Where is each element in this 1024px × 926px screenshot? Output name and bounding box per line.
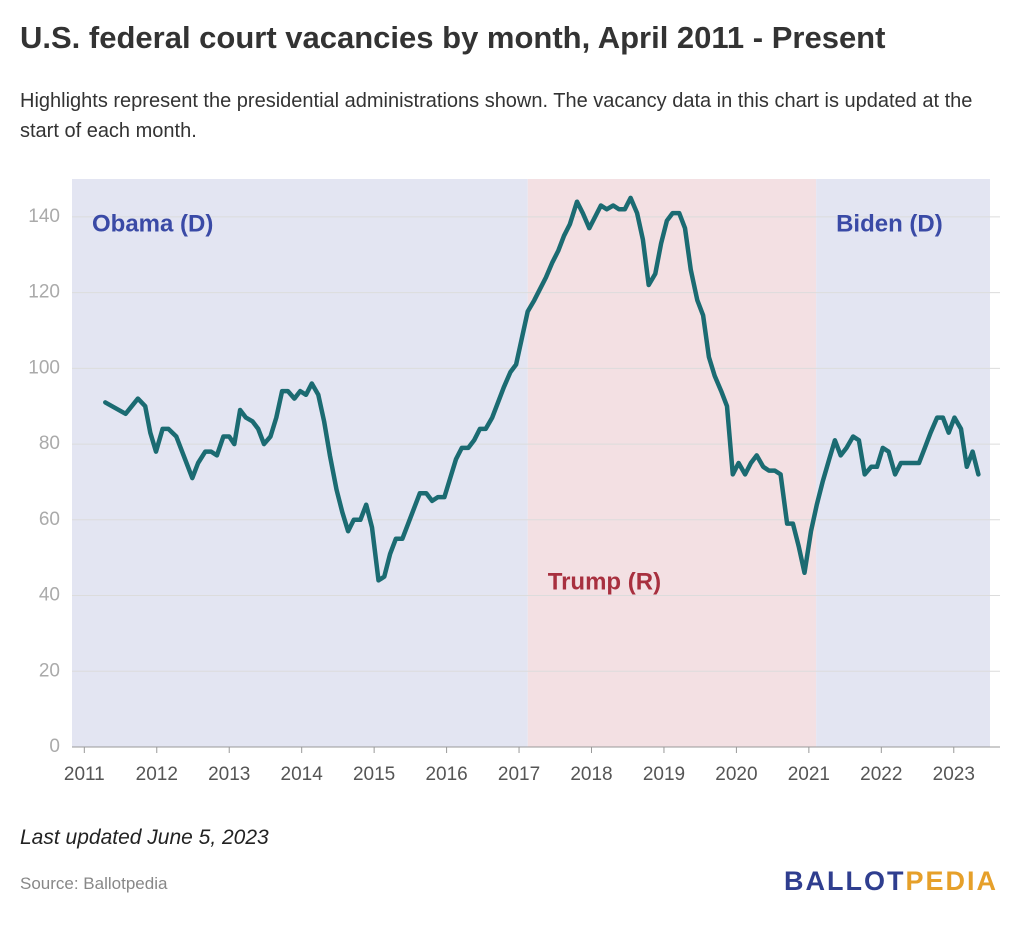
band-label: Trump (R) xyxy=(548,568,661,595)
x-tick-label: 2022 xyxy=(860,764,902,785)
update-note: Last updated June 5, 2023 xyxy=(20,826,269,849)
x-tick-label: 2017 xyxy=(498,764,540,785)
x-tick-label: 2015 xyxy=(353,764,395,785)
x-tick-label: 2021 xyxy=(788,764,830,785)
x-tick-label: 2018 xyxy=(570,764,612,785)
y-tick-label: 140 xyxy=(28,206,60,227)
x-tick-label: 2016 xyxy=(425,764,467,785)
x-tick-label: 2020 xyxy=(715,764,757,785)
x-tick-label: 2013 xyxy=(208,764,250,785)
logo: BALLOTPEDIA xyxy=(784,866,998,897)
administration-band xyxy=(72,179,528,747)
y-tick-label: 0 xyxy=(49,736,60,757)
y-tick-label: 40 xyxy=(39,585,60,606)
y-tick-label: 20 xyxy=(39,660,60,681)
band-label: Obama (D) xyxy=(92,210,213,237)
source: Source: Ballotpedia xyxy=(20,874,168,893)
chart-title: U.S. federal court vacancies by month, A… xyxy=(20,20,886,55)
y-tick-label: 80 xyxy=(39,433,60,454)
vacancy-line xyxy=(103,195,981,583)
band-label: Biden (D) xyxy=(836,210,943,237)
administration-band xyxy=(527,179,817,747)
y-tick-label: 120 xyxy=(28,282,60,303)
logo-part: BALLOT xyxy=(783,866,906,896)
x-tick-label: 2019 xyxy=(643,764,685,785)
x-tick-label: 2023 xyxy=(933,764,975,785)
chart-subtitle: Highlights represent the presidential ad… xyxy=(20,90,973,142)
y-tick-label: 100 xyxy=(28,357,60,378)
x-tick-label: 2012 xyxy=(136,764,178,785)
x-tick-label: 2011 xyxy=(64,764,105,785)
y-tick-label: 60 xyxy=(39,509,60,530)
x-tick-label: 2014 xyxy=(281,764,324,785)
logo-part: PEDIA xyxy=(905,866,998,896)
